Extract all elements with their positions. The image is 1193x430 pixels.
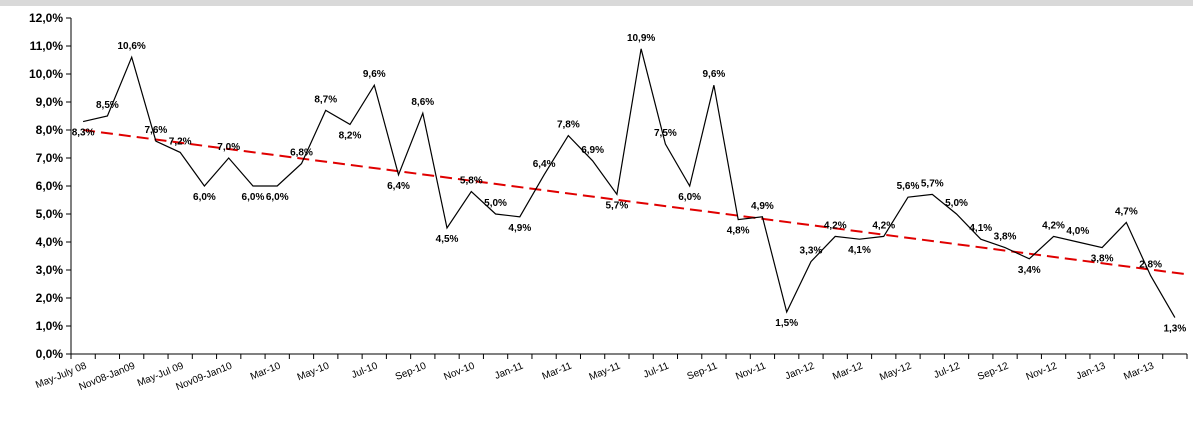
data-label: 8,6% bbox=[411, 97, 434, 108]
y-tick-label: 11,0% bbox=[30, 39, 64, 53]
data-label: 4,1% bbox=[848, 245, 871, 256]
data-label: 6,9% bbox=[581, 145, 604, 156]
x-tick-label: Sep-11 bbox=[686, 360, 720, 382]
x-tick-label: May-12 bbox=[878, 360, 913, 383]
data-label: 5,0% bbox=[945, 198, 968, 209]
data-label: 4,5% bbox=[436, 234, 459, 245]
x-tick-label: Jul-10 bbox=[350, 360, 380, 381]
y-tick-label: 5,0% bbox=[36, 207, 64, 221]
data-label: 5,0% bbox=[484, 198, 507, 209]
data-label: 6,0% bbox=[678, 192, 701, 203]
y-tick-label: 2,0% bbox=[36, 291, 64, 305]
data-label: 8,2% bbox=[339, 130, 362, 141]
data-label: 6,0% bbox=[193, 192, 216, 203]
y-tick-label: 6,0% bbox=[36, 179, 64, 193]
data-label: 4,2% bbox=[872, 220, 895, 231]
data-label: 4,2% bbox=[1042, 220, 1065, 231]
x-tick-label: Nov-10 bbox=[442, 360, 476, 382]
x-tick-label: Jan-11 bbox=[493, 360, 525, 382]
y-tick-label: 1,0% bbox=[36, 319, 64, 333]
x-tick-label: Nov-11 bbox=[734, 360, 768, 382]
data-label: 3,8% bbox=[1091, 254, 1114, 265]
x-tick-label: Jul-12 bbox=[932, 360, 962, 381]
data-label: 5,7% bbox=[605, 200, 628, 211]
x-tick-label: Nov08-Jan09 bbox=[78, 360, 138, 393]
data-label: 1,5% bbox=[775, 318, 798, 329]
y-tick-label: 4,0% bbox=[36, 235, 64, 249]
data-label: 4,1% bbox=[969, 223, 992, 234]
data-label: 4,0% bbox=[1066, 226, 1089, 237]
data-label: 5,7% bbox=[921, 178, 944, 189]
data-label: 4,9% bbox=[751, 201, 774, 212]
chart-area: 0,0% 1,0% 2,0% 3,0% 4,0% 5,0% 6,0% 7,0% 8,0% 9,0%… bbox=[0, 6, 1193, 430]
data-label: 4,7% bbox=[1115, 206, 1138, 217]
data-label: 3,3% bbox=[800, 246, 823, 257]
x-tick-label: Nov-12 bbox=[1025, 360, 1059, 382]
data-label: 8,5% bbox=[96, 100, 119, 111]
data-label: 4,8% bbox=[727, 226, 750, 237]
x-tick-label: Mar-10 bbox=[249, 360, 283, 382]
data-label: 7,5% bbox=[654, 128, 677, 139]
y-tick-label: 10,0% bbox=[29, 67, 63, 81]
data-label: 6,4% bbox=[533, 159, 556, 170]
x-tick-label: Jan-12 bbox=[784, 360, 817, 382]
data-label: 3,8% bbox=[994, 232, 1017, 243]
data-label: 7,6% bbox=[145, 125, 168, 136]
data-label: 2,8% bbox=[1139, 260, 1162, 271]
data-label: 5,6% bbox=[897, 181, 920, 192]
y-tick-label: 0,0% bbox=[36, 347, 64, 361]
data-label: 6,0% bbox=[266, 192, 289, 203]
data-label: 5,8% bbox=[460, 176, 483, 187]
x-tick-label: May-10 bbox=[296, 360, 331, 383]
data-label: 6,8% bbox=[290, 148, 313, 159]
line-chart: 0,0% 1,0% 2,0% 3,0% 4,0% 5,0% 6,0% 7,0% 8,0% 9,0%… bbox=[29, 11, 1188, 393]
x-tick-label: Jan-13 bbox=[1075, 360, 1108, 382]
x-tick-label: Jul-11 bbox=[642, 360, 671, 380]
series-line bbox=[82, 48, 1176, 318]
x-tick-label: Sep-12 bbox=[976, 360, 1010, 382]
x-tick-label: May-11 bbox=[588, 360, 623, 383]
y-tick-label: 8,0% bbox=[36, 123, 64, 137]
series bbox=[82, 48, 1187, 318]
data-label: 10,6% bbox=[117, 41, 145, 52]
y-tick-label: 3,0% bbox=[36, 263, 64, 277]
data-label: 7,0% bbox=[217, 142, 240, 153]
data-label: 8,3% bbox=[72, 128, 95, 139]
data-label: 9,6% bbox=[363, 69, 386, 80]
trendline bbox=[83, 129, 1187, 276]
data-label: 7,8% bbox=[557, 120, 580, 131]
data-label: 6,4% bbox=[387, 181, 410, 192]
data-labels: 8,3%8,5%10,6%7,6%7,2%6,0%7,0%6,0% 6,0%6,8… bbox=[72, 33, 1187, 335]
data-label: 10,9% bbox=[627, 33, 655, 44]
data-label: 4,2% bbox=[824, 220, 847, 231]
y-tick-label: 12,0% bbox=[29, 11, 63, 25]
x-tick-label: Nov09-Jan10 bbox=[175, 360, 235, 393]
x-tick-label: Sep-10 bbox=[394, 360, 428, 382]
data-label: 1,3% bbox=[1163, 324, 1186, 335]
data-label: 7,2% bbox=[169, 136, 192, 147]
data-label: 6,0% bbox=[242, 192, 265, 203]
axes bbox=[70, 18, 1187, 355]
data-label: 9,6% bbox=[703, 69, 726, 80]
y-axis-ticks: 0,0% 1,0% 2,0% 3,0% 4,0% 5,0% 6,0% 7,0% 8,0% 9,0%… bbox=[29, 11, 71, 361]
data-label: 8,7% bbox=[314, 94, 337, 105]
x-tick-label: Mar-11 bbox=[541, 360, 574, 382]
x-tick-label: Mar-12 bbox=[831, 360, 865, 382]
data-label: 3,4% bbox=[1018, 265, 1041, 276]
y-tick-label: 7,0% bbox=[36, 151, 64, 165]
x-tick-label: Mar-13 bbox=[1122, 360, 1156, 382]
y-tick-label: 9,0% bbox=[36, 95, 64, 109]
data-label: 4,9% bbox=[508, 223, 531, 234]
